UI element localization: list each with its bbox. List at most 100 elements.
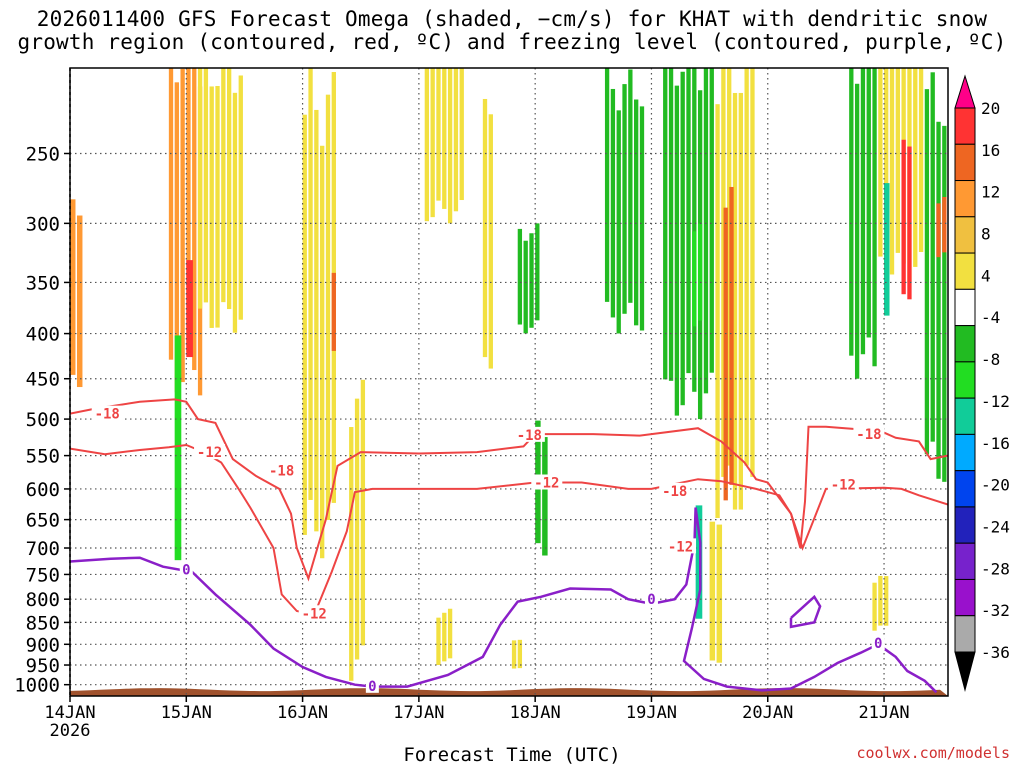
dgz-contour-label: -12 [197, 445, 222, 461]
omega-patch [424, 68, 464, 224]
dgz-contour-label: -18 [856, 427, 881, 443]
colorbar-box [954, 433, 976, 472]
y-tick-label: 700 [26, 538, 60, 560]
omega-strip [721, 68, 726, 477]
omega-patch [709, 521, 723, 663]
dgz-contour-label: -18 [517, 428, 542, 444]
omega-patch [70, 199, 83, 388]
ground-terrain [70, 688, 948, 696]
y-tick-label: 600 [26, 479, 60, 501]
colorbar-box [954, 542, 976, 580]
omega-strip [732, 92, 738, 510]
omega-strip [232, 92, 238, 333]
colorbar-label: 8 [981, 225, 991, 244]
omega-strip [226, 68, 232, 310]
omega-strip [168, 68, 174, 360]
x-tick-label: 20JAN [742, 703, 793, 723]
omega-strip [604, 68, 610, 302]
plot-area: -18 -12 -18 -12 -18 -12 -18 -12 -12 -18 0 0 0 0 [70, 68, 948, 696]
colorbar-box [954, 361, 976, 399]
dgz-contour-label-bg [853, 426, 885, 442]
colorbar-box [954, 107, 976, 145]
omega-strip [215, 85, 220, 328]
omega-patch [695, 505, 703, 619]
omega-patch [436, 608, 453, 666]
colorbar-label: 12 [981, 183, 1000, 202]
omega-strip [488, 114, 493, 369]
colorbar-label: -20 [981, 476, 1010, 495]
omega-strip [430, 68, 435, 218]
omega-strip [942, 125, 947, 482]
colorbar-box [954, 143, 976, 182]
omega-patch [197, 68, 243, 333]
omega-strip [174, 335, 182, 561]
omega-strip [942, 196, 947, 253]
watermark: coolwx.com/models [856, 744, 1010, 762]
omega-strip [320, 145, 325, 559]
x-tick-label: 19JAN [626, 703, 677, 723]
y-tick-label: 900 [26, 634, 60, 656]
omega-strip [854, 83, 860, 379]
omega-strip [447, 68, 453, 224]
omega-patch [901, 139, 912, 300]
y-tick-label: 850 [26, 612, 60, 634]
omega-strip [436, 68, 441, 201]
dgz-contour-label: -12 [534, 476, 559, 492]
omega-strip [692, 231, 697, 327]
omega-strip [424, 68, 430, 222]
omega-strip [750, 68, 755, 477]
omega-patch [168, 68, 203, 396]
omega-strip [738, 92, 743, 510]
omega-strip [511, 640, 517, 669]
freezing-contour-label-bg [644, 591, 658, 607]
omega-patch [872, 575, 889, 631]
omega-strip [628, 69, 633, 303]
colorbar-box [954, 180, 976, 218]
omega-strip [331, 272, 336, 351]
y-tick-label: 400 [26, 324, 60, 346]
omega-strip [930, 72, 935, 442]
omega-strip [308, 68, 313, 500]
colorbar-label: -12 [981, 392, 1010, 411]
omega-strip [680, 71, 685, 406]
omega-strip [936, 203, 941, 258]
omega-strip [360, 379, 366, 646]
colorbar-label: -8 [981, 350, 1000, 369]
freezing-contour-label-bg [179, 561, 193, 577]
title-line-2: growth region (contoured, red, ºC) and f… [17, 30, 1007, 54]
omega-patch [302, 68, 336, 559]
dgz-contour-label: -12 [831, 477, 856, 493]
colorbar-box [954, 615, 976, 653]
dgz-contour-label-bg [194, 444, 226, 460]
x-tick-label: 17JAN [393, 703, 444, 723]
colorbar-label: -4 [981, 308, 1000, 327]
chart-title: 2026011400 GFS Forecast Omega (shaded, −… [0, 8, 1024, 54]
omega-strip [744, 68, 749, 466]
dgz-contour-label: -18 [95, 407, 120, 423]
omega-patch [517, 223, 540, 334]
omega-strip [610, 88, 616, 318]
colorbar-box [954, 470, 976, 508]
colorbar-label: -24 [981, 517, 1010, 536]
omega-strip [723, 207, 728, 501]
omega-strip [436, 617, 441, 666]
omega-strip [349, 427, 354, 681]
colorbar-box [954, 506, 976, 544]
freezing-level-contour-blob [789, 594, 822, 629]
colorbar-label: -28 [981, 559, 1010, 578]
colorbar-box [954, 325, 976, 363]
y-tick-label: 250 [26, 143, 60, 165]
omega-strip [523, 240, 528, 334]
omega-strip [686, 68, 691, 374]
omega-strip [517, 228, 523, 325]
omega-strip [447, 608, 453, 659]
x-tick-label: 16JAN [277, 703, 328, 723]
dgz-contour-label-bg [665, 538, 697, 554]
omega-strip [192, 68, 197, 371]
omega-strip [674, 85, 680, 416]
freezing-level-contour [70, 507, 938, 694]
omega-patch [715, 68, 755, 518]
omega-strip [709, 521, 716, 661]
colorbar-box [954, 252, 976, 290]
title-line-1: 2026011400 GFS Forecast Omega (shaded, −… [36, 7, 988, 31]
